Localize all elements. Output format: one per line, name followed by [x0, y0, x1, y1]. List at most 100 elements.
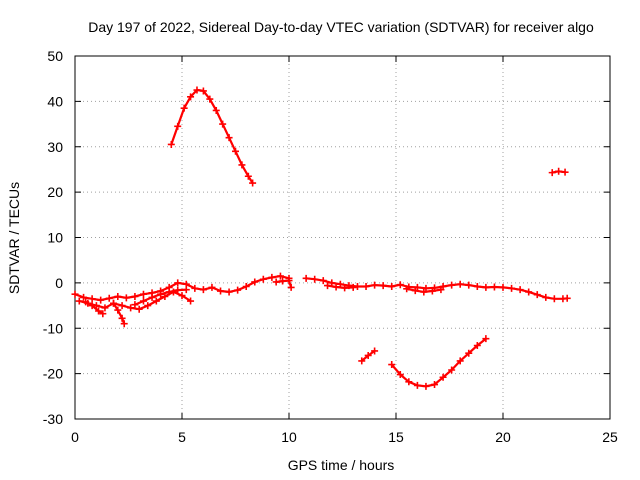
data-point: [135, 305, 143, 313]
data-point: [118, 314, 126, 322]
data-point: [396, 371, 404, 379]
data-point: [302, 274, 310, 282]
data-point: [508, 284, 516, 292]
data-point: [178, 292, 186, 300]
data-point: [420, 288, 428, 296]
x-tick-label: 10: [281, 429, 297, 445]
data-point: [437, 286, 445, 294]
data-point: [208, 283, 216, 291]
data-point: [174, 279, 182, 287]
data-point: [139, 290, 147, 298]
data-point: [371, 281, 379, 289]
data-point: [561, 168, 569, 176]
data-point: [219, 120, 227, 128]
data-point: [272, 278, 280, 286]
data-point: [525, 288, 533, 296]
data-point: [167, 140, 175, 148]
data-point: [148, 293, 156, 301]
data-point: [555, 167, 563, 175]
data-point: [88, 295, 96, 303]
data-point: [139, 297, 147, 305]
data-point: [465, 281, 473, 289]
data-point: [251, 278, 259, 286]
data-point: [191, 284, 199, 292]
axis-ticks: 0 5 10 15 20 25 -30 -20 -10 0 10 20 30 40 50: [43, 48, 618, 445]
data-point: [180, 104, 188, 112]
data-point: [99, 310, 107, 318]
data-point: [388, 361, 396, 369]
data-point: [118, 302, 126, 310]
data-point: [122, 294, 130, 302]
data-point: [206, 95, 214, 103]
data-point: [396, 281, 404, 289]
data-point: [187, 93, 195, 101]
data-point: [311, 275, 319, 283]
data-point: [482, 335, 490, 343]
data-point: [358, 357, 366, 365]
y-tick-label: 30: [47, 139, 63, 155]
data-point: [473, 283, 481, 291]
data-point: [97, 296, 105, 304]
data-point: [131, 292, 139, 300]
data-point: [131, 301, 139, 309]
data-point: [332, 283, 340, 291]
data-point: [127, 304, 135, 312]
data-point: [114, 292, 122, 300]
data-point: [516, 286, 524, 294]
data-point: [499, 283, 507, 291]
y-tick-label: -20: [43, 366, 63, 382]
data-point: [413, 381, 421, 389]
data-point: [542, 293, 550, 301]
y-tick-label: -30: [43, 411, 63, 427]
data-point: [403, 285, 411, 293]
data-point: [225, 134, 233, 142]
x-tick-label: 25: [602, 429, 618, 445]
data-point: [411, 287, 419, 295]
series-arc-high: [170, 88, 254, 185]
y-axis-label: SDTVAR / TECUs: [6, 182, 22, 294]
y-tick-label: 50: [47, 48, 63, 64]
data-point: [199, 87, 207, 95]
data-point: [431, 381, 439, 389]
data-point: [238, 161, 246, 169]
data-point: [405, 378, 413, 386]
data-point: [212, 106, 220, 114]
data-point: [490, 283, 498, 291]
data-point: [548, 169, 556, 177]
y-tick-label: -10: [43, 320, 63, 336]
data-point: [259, 275, 267, 283]
data-point: [388, 283, 396, 291]
data-point: [110, 299, 118, 307]
data-point: [550, 295, 558, 303]
data-point: [217, 287, 225, 295]
data-point: [225, 288, 233, 296]
data-point: [456, 357, 464, 365]
data-point: [234, 286, 242, 294]
data-point: [428, 287, 436, 295]
y-tick-label: 10: [47, 230, 63, 246]
x-axis-label: GPS time / hours: [288, 457, 395, 473]
data-point: [82, 298, 90, 306]
data-point: [152, 297, 160, 305]
data-point: [174, 122, 182, 130]
data-point: [101, 304, 109, 312]
data-point: [364, 351, 372, 359]
data-point: [448, 366, 456, 374]
data-point: [114, 306, 122, 314]
data-point: [144, 302, 152, 310]
series-near-zero-h: [326, 284, 355, 289]
data-point: [341, 284, 349, 292]
data-point: [563, 294, 571, 302]
x-tick-label: 20: [495, 429, 511, 445]
data-point: [199, 286, 207, 294]
y-tick-label: 40: [47, 93, 63, 109]
series-arc-low-b: [390, 337, 487, 388]
chart-title: Day 197 of 2022, Sidereal Day-to-day VTE…: [88, 19, 594, 35]
data-point: [157, 290, 165, 298]
data-point: [319, 277, 327, 285]
data-point: [379, 282, 387, 290]
data-point: [439, 373, 447, 381]
x-tick-label: 15: [388, 429, 404, 445]
data-point: [287, 283, 295, 291]
